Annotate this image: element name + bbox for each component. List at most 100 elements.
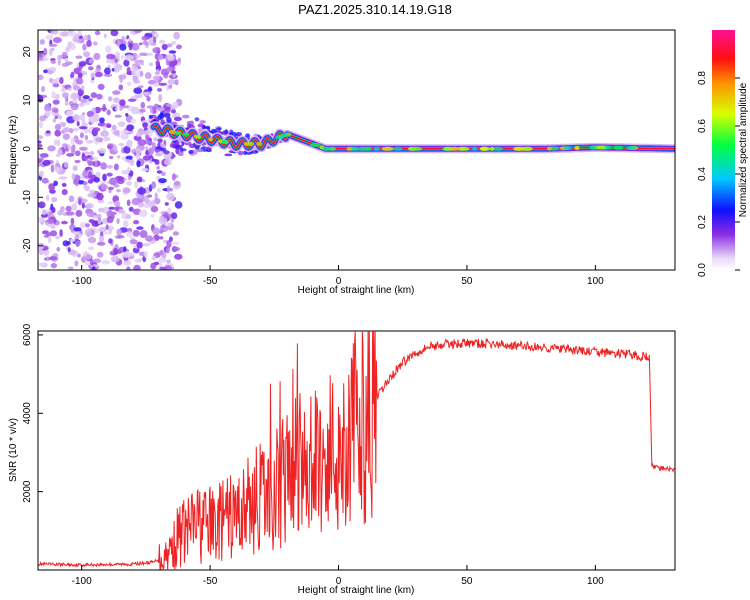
spectrogram-noise-blob xyxy=(54,115,58,120)
spectrogram-noise-blob xyxy=(139,230,148,238)
spectrogram-noise-blob xyxy=(159,215,165,221)
spectrogram-noise-blob xyxy=(156,165,160,170)
spectrogram-noise-blob xyxy=(136,160,141,168)
spectrogram-noise-blob xyxy=(42,209,47,216)
spectrogram-y-tick-label: 0 xyxy=(22,146,33,152)
spectrogram-noise-blob xyxy=(157,138,163,143)
spectrogram-x-tick-label: -100 xyxy=(72,276,92,287)
spectrogram-noise-blob xyxy=(122,251,131,258)
snr-x-tick-label: -100 xyxy=(72,576,92,587)
spectrogram-ridge-spot xyxy=(626,146,636,150)
spectrogram-noise-blob xyxy=(197,123,205,128)
spectrogram-noise-blob xyxy=(145,235,153,242)
spectrogram-ridge-spot xyxy=(358,146,368,151)
spectrogram-noise-blob xyxy=(169,143,174,148)
spectrogram-noise-blob xyxy=(92,127,101,132)
spectrogram-noise-blob xyxy=(73,227,82,232)
spectrogram-noise-blob xyxy=(91,266,96,270)
spectrogram-noise-blob xyxy=(174,144,181,149)
spectrogram-noise-blob xyxy=(150,205,159,213)
spectrogram-noise-blob xyxy=(108,186,114,191)
spectrogram-noise-blob xyxy=(88,219,95,223)
spectrogram-noise-blob xyxy=(97,241,106,246)
spectrogram-noise-blob xyxy=(78,198,82,206)
snr-y-tick-label: 4000 xyxy=(22,402,33,425)
spectrogram-noise-blob xyxy=(56,139,61,147)
spectrogram-ridge-spot xyxy=(489,146,495,151)
spectrogram-noise-blob xyxy=(99,117,105,124)
spectrogram-marks xyxy=(38,30,675,270)
spectrogram-ridge-spot xyxy=(247,141,254,146)
spectrogram-noise-blob xyxy=(80,85,85,91)
colorbar-tick-label: 0.0 xyxy=(697,263,708,277)
spectrogram-noise-blob xyxy=(166,247,170,254)
spectrogram-noise-blob xyxy=(140,62,145,66)
spectrogram-ridge-spot xyxy=(346,146,353,151)
spectrogram-noise-blob xyxy=(74,260,79,267)
spectrogram-noise-blob xyxy=(92,215,98,219)
spectrogram-ridge-spot xyxy=(613,145,624,150)
spectrogram-noise-blob xyxy=(110,30,119,37)
spectrogram-noise-blob xyxy=(154,192,158,201)
spectrogram-noise-blob xyxy=(43,248,50,256)
spectrogram-x-ticks: -100 -50 0 50 100 xyxy=(72,265,604,287)
spectrogram-noise-blob xyxy=(86,40,92,47)
spectrogram-noise-blob xyxy=(82,95,90,100)
spectrogram-noise-blob xyxy=(126,66,131,74)
spectrogram-noise-blob xyxy=(138,209,148,218)
spectrogram-noise-blob xyxy=(158,257,167,263)
spectrogram-noise-blob xyxy=(141,130,150,135)
spectrogram-noise-blob xyxy=(135,153,141,160)
spectrogram-ridge-spot xyxy=(182,132,190,137)
snr-frame xyxy=(37,330,676,571)
spectrogram-noise-blob xyxy=(168,236,173,242)
spectrogram-noise-blob xyxy=(174,201,183,209)
spectrogram-noise-blob xyxy=(133,87,143,94)
spectrogram-noise-blob xyxy=(153,137,159,142)
snr-series-line xyxy=(38,331,675,570)
spectrogram-noise-blob xyxy=(147,194,153,198)
spectrogram-x-label: Height of straight line (km) xyxy=(298,285,415,296)
spectrogram-noise-blob xyxy=(166,185,171,193)
spectrogram-noise-blob xyxy=(52,83,60,88)
spectrogram-ridge-spot xyxy=(393,146,403,151)
spectrogram-noise-blob xyxy=(186,123,192,128)
spectrogram-noise-blob xyxy=(119,75,123,84)
spectrogram-noise-blob xyxy=(147,86,152,92)
spectrogram-noise-blob xyxy=(177,150,184,157)
spectrogram-noise-blob xyxy=(105,45,112,53)
spectrogram-noise-blob xyxy=(106,164,113,169)
spectrogram-noise-blob xyxy=(122,187,131,194)
spectrogram-noise-blob xyxy=(62,127,69,133)
spectrogram-noise-blob xyxy=(94,30,101,36)
spectrogram-noise-blob xyxy=(46,194,50,201)
spectrogram-noise-blob xyxy=(79,102,85,107)
spectrogram-noise-blob xyxy=(162,227,168,231)
spectrogram-noise-blob xyxy=(139,42,143,46)
spectrogram-ridge-spot xyxy=(547,146,552,151)
spectrogram-noise-blob xyxy=(155,152,161,157)
spectrogram-noise-blob xyxy=(114,107,119,111)
spectrogram-noise-blob xyxy=(42,159,51,166)
spectrogram-noise-blob xyxy=(106,53,115,60)
spectrogram-noise-blob xyxy=(47,235,52,244)
spectrogram-noise-blob xyxy=(58,115,62,120)
spectrogram-noise-blob xyxy=(60,206,65,213)
spectrogram-noise-blob xyxy=(87,160,94,166)
spectrogram-noise-blob xyxy=(154,31,159,39)
spectrogram-noise-blob xyxy=(194,146,200,150)
spectrogram-noise-blob xyxy=(159,266,167,270)
spectrogram-noise-blob xyxy=(119,99,126,107)
spectrogram-noise-blob xyxy=(106,216,114,224)
spectrogram-noise-blob xyxy=(61,143,68,148)
spectrogram-noise-blob xyxy=(97,83,105,90)
spectrogram-noise-blob xyxy=(164,222,171,227)
spectrogram-ridge-spot xyxy=(449,146,460,151)
spectrogram-noise-blob xyxy=(153,261,160,266)
spectrogram-noise-blob xyxy=(50,60,56,64)
spectrogram-x-tick-label: 0 xyxy=(336,276,342,287)
spectrogram-noise-blob xyxy=(144,250,148,259)
spectrogram-noise-blob xyxy=(158,178,167,184)
snr-x-ticks: -100 -50 0 50 100 xyxy=(72,565,604,587)
spectrogram-noise-blob xyxy=(81,155,88,162)
